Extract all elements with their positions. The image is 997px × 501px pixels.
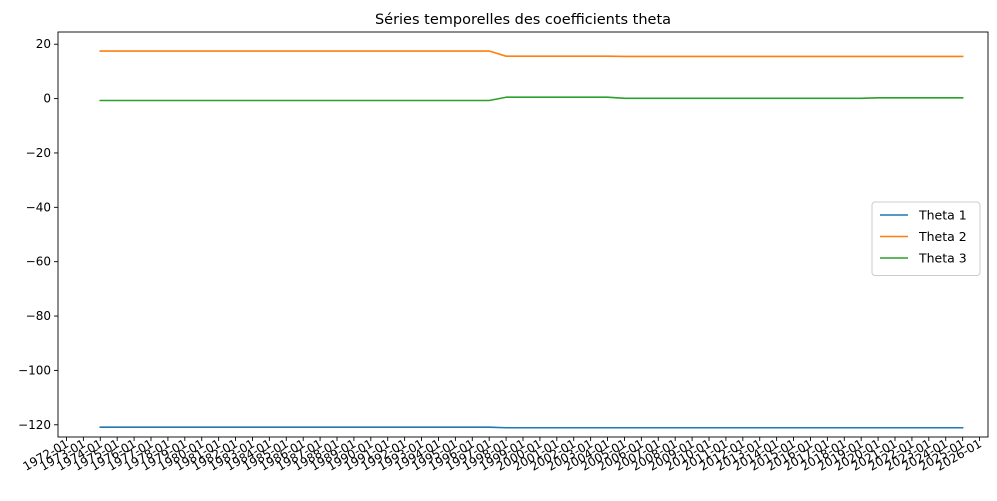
y-tick-label: −20 (26, 146, 51, 160)
y-tick-label: 20 (36, 37, 51, 51)
y-tick-label: −40 (26, 200, 51, 214)
legend: Theta 1 Theta 2 Theta 3 (871, 201, 981, 276)
series-line-theta-3 (99, 96, 964, 102)
y-tick-label: −60 (26, 255, 51, 269)
y-tick-label: −80 (26, 309, 51, 323)
series-line-theta-2 (99, 50, 964, 58)
y-tick-label: −120 (18, 418, 51, 432)
legend-label-theta-2: Theta 2 (918, 229, 967, 244)
y-tick-label: 0 (43, 92, 51, 106)
series-layer (99, 50, 964, 429)
axes-layer: 200−20−40−60−80−100−1201972-011973-01197… (18, 31, 989, 474)
legend-label-theta-3: Theta 3 (918, 251, 967, 266)
chart-title: Séries temporelles des coefficients thet… (375, 12, 671, 28)
y-tick-label: −100 (18, 363, 51, 377)
legend-label-theta-1: Theta 1 (918, 208, 967, 223)
legend-box (871, 201, 981, 276)
series-line-theta-1 (99, 426, 964, 429)
